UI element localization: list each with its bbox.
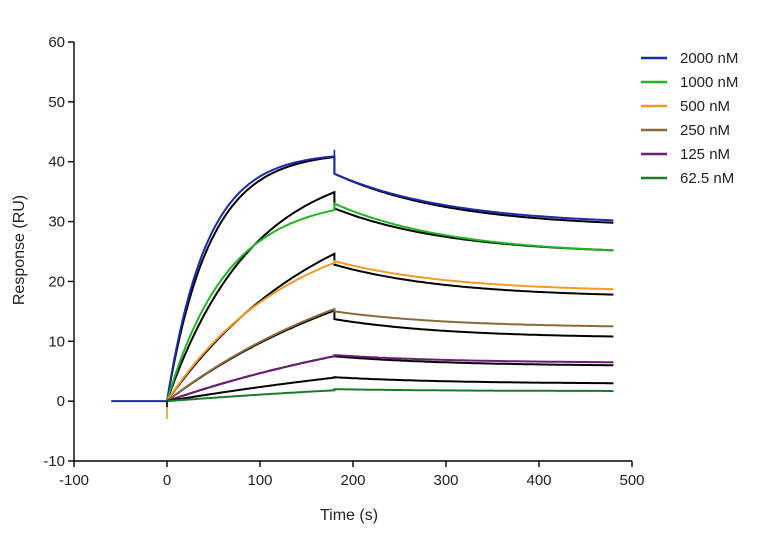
series-group <box>111 149 614 420</box>
y-axis-title: Response (RU) <box>11 195 28 305</box>
legend: 2000 nM 1000 nM 500 nM 250 nM 125 nM 62.5 nM <box>641 50 738 187</box>
fit-line <box>166 376 614 403</box>
x-tick-label: 400 <box>526 472 551 489</box>
x-tick-label: 500 <box>619 472 644 489</box>
legend-label: 250 nM <box>680 122 730 139</box>
series-line <box>166 155 614 402</box>
y-tick-label: 40 <box>48 154 65 171</box>
fit-line <box>166 354 614 403</box>
x-axis-title: Time (s) <box>320 507 378 524</box>
y-tick-label: 30 <box>48 214 65 231</box>
legend-label: 2000 nM <box>680 50 738 67</box>
x-tick-label: 100 <box>247 472 272 489</box>
series-line <box>166 202 614 402</box>
series-line <box>166 307 614 402</box>
legend-label: 62.5 nM <box>680 170 734 187</box>
y-tick-label: 10 <box>48 333 65 350</box>
legend-label: 1000 nM <box>680 74 738 91</box>
y-tick-label: 0 <box>57 393 65 410</box>
x-tick-label: -100 <box>59 472 89 489</box>
y-tick-label: 60 <box>48 34 65 51</box>
y-tick-label: 20 <box>48 273 65 290</box>
x-tick-label: 0 <box>163 472 171 489</box>
series-line <box>166 259 614 402</box>
legend-label: 500 nM <box>680 98 730 115</box>
x-tick-label: 300 <box>433 472 458 489</box>
series-line <box>166 388 614 403</box>
series-line <box>166 354 614 403</box>
y-tick-label: 50 <box>48 94 65 111</box>
y-tick-label: -10 <box>43 453 65 470</box>
x-tick-label: 200 <box>340 472 365 489</box>
legend-label: 125 nM <box>680 146 730 163</box>
